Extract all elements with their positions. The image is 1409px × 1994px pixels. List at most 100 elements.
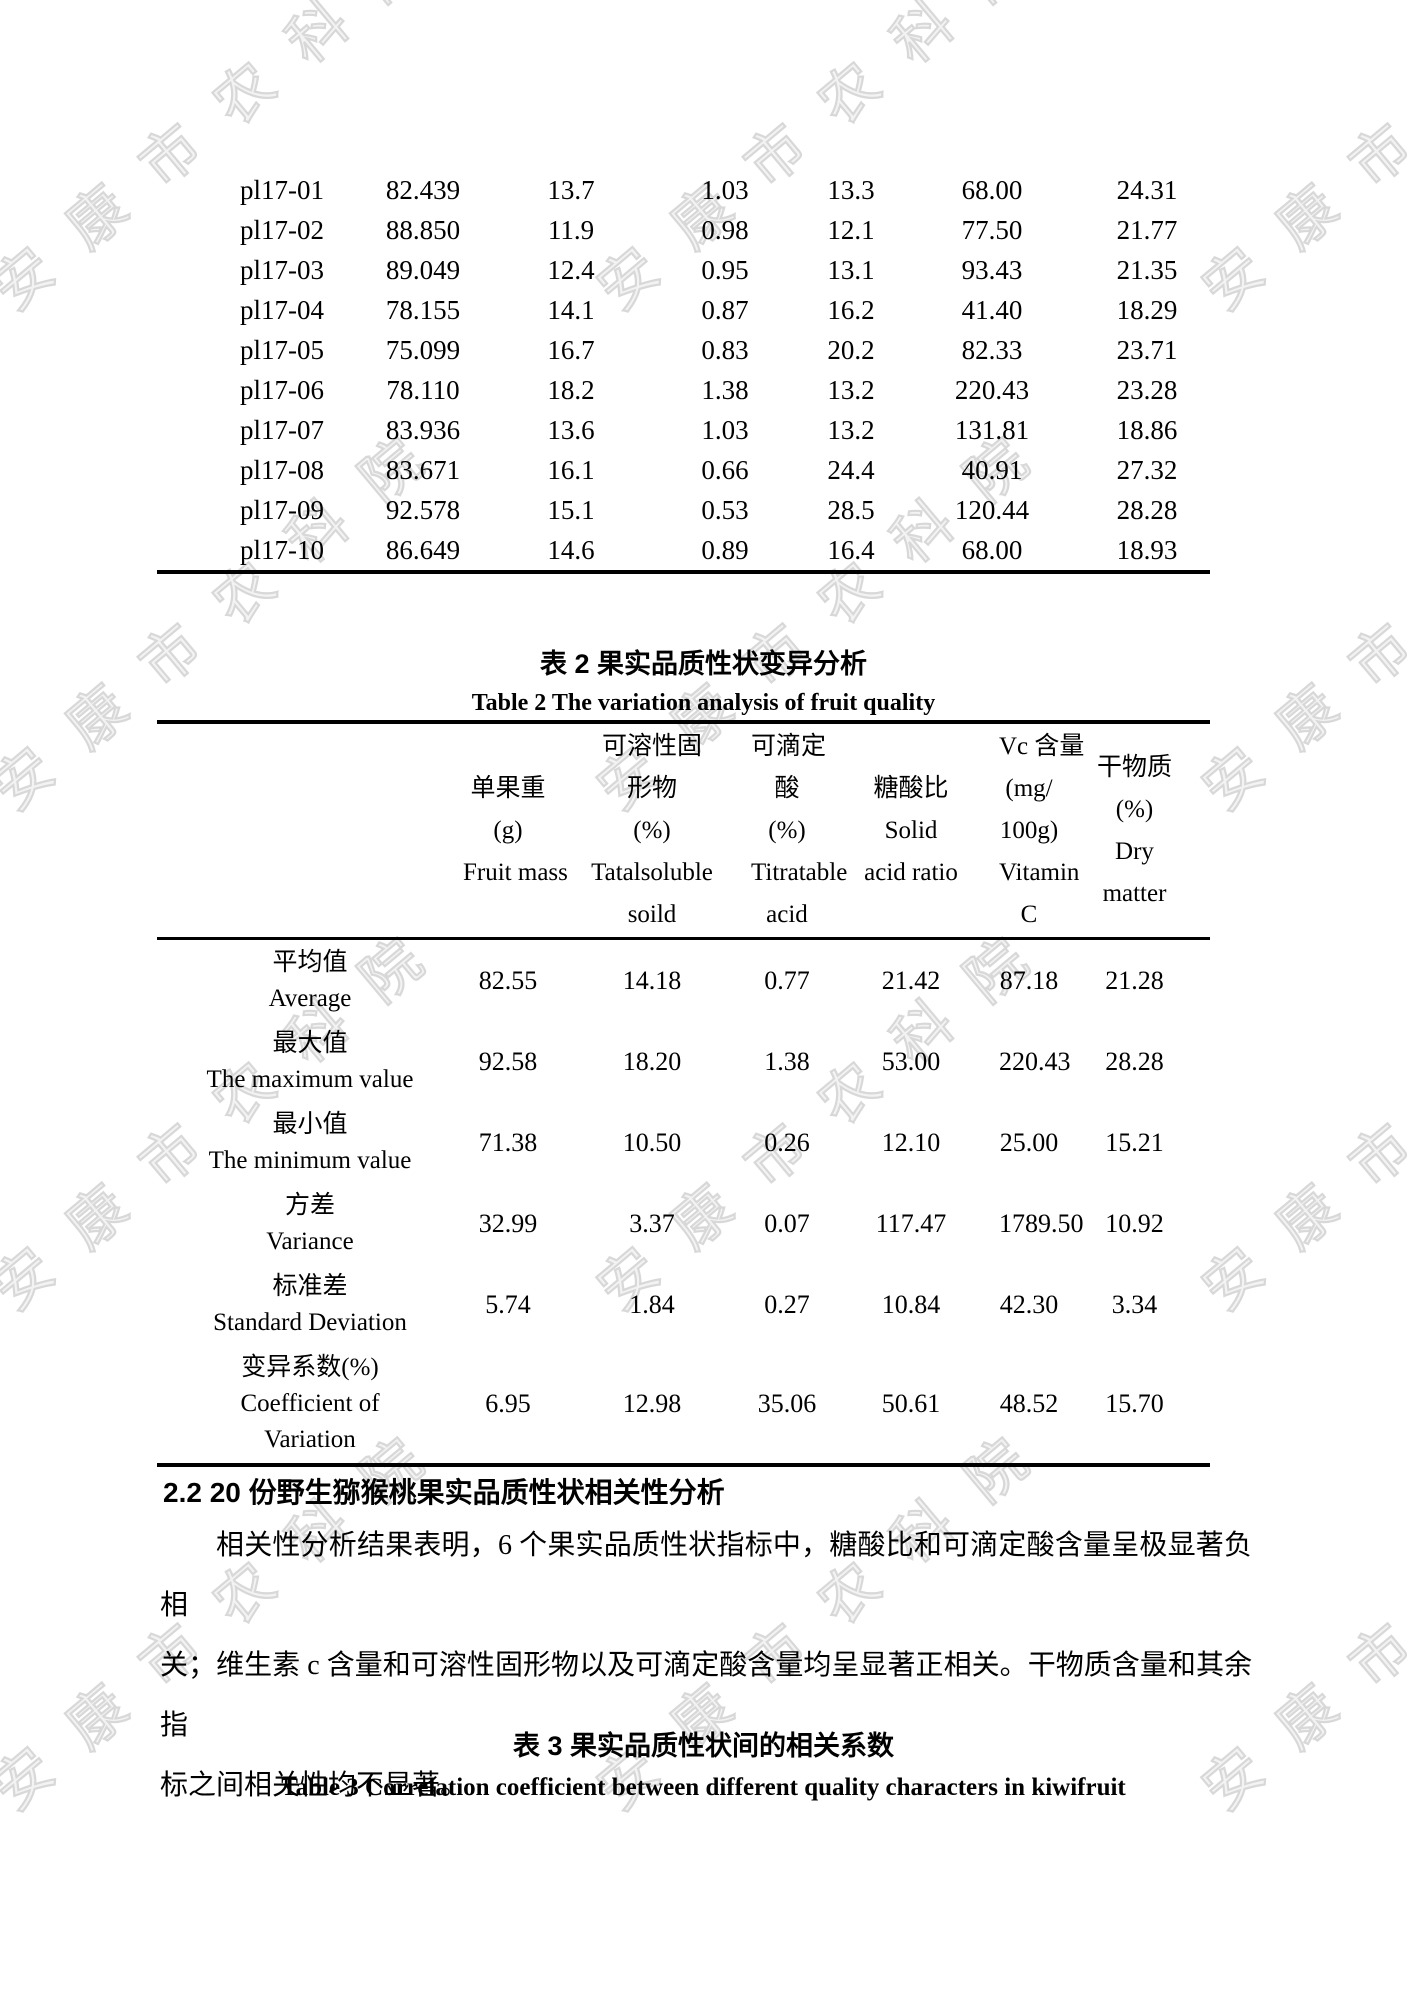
stat-label: 平均值 Average [157, 939, 463, 1022]
sample-value: 28.5 [827, 494, 875, 525]
variation-analysis-table: 单果重 (g) Fruit mass 可溶性固 形物 (%) Tatalsoluble soi… [157, 720, 1210, 1467]
fruit-samples-table: pl17-01 82.439 13.7 1.03 13.3 68.00 24.31 pl17-… [157, 170, 1210, 574]
column-header-line: Titratable [751, 858, 848, 886]
sample-value: 13.6 [547, 414, 595, 445]
sample-value: 13.1 [827, 254, 875, 285]
sample-value: 13.3 [827, 174, 875, 205]
table-row: pl17-10 86.649 14.6 0.89 16.4 68.00 18.93 [157, 530, 1210, 572]
sample-value: 14.6 [547, 534, 595, 565]
sample-value: 23.28 [1116, 374, 1178, 405]
sample-value: 15.1 [547, 494, 595, 525]
sample-value: 0.87 [701, 294, 749, 325]
variation-table-header: 单果重 (g) Fruit mass 可溶性固 形物 (%) Tatalsoluble soi… [157, 722, 1210, 940]
column-header-line: Vc 含量 [999, 732, 1085, 760]
stat-label-line: 标准差 [272, 1272, 348, 1300]
variation-table-body: 平均值 Average 82.55 14.18 0.77 21.42 87.18 21.28 最… [157, 939, 1210, 1466]
stat-label-line: The maximum value [206, 1065, 414, 1093]
sample-value: 21.77 [1116, 214, 1178, 245]
column-header-line: C [1020, 900, 1038, 928]
sample-value: 120.44 [954, 494, 1030, 525]
stat-value: 0.26 [764, 1127, 810, 1157]
stat-value: 12.10 [881, 1127, 941, 1157]
stat-value: 48.52 [999, 1389, 1059, 1418]
sample-value: 18.2 [547, 374, 595, 405]
sample-value: 1.03 [701, 414, 749, 445]
column-header-line: 干物质 [1096, 753, 1172, 781]
stat-label-line: 平均值 [272, 948, 348, 976]
column-header-line: (%) [1115, 795, 1154, 823]
column-header-line: acid [766, 900, 808, 928]
table2-title-zh: 表 2 果实品质性状变异分析 [539, 649, 868, 679]
sample-value: 13.7 [547, 174, 595, 205]
stat-label-line: 变异系数(%) [241, 1354, 379, 1381]
stat-value: 82.55 [478, 965, 538, 995]
sample-id: pl17-09 [240, 494, 324, 525]
sample-value: 1.03 [701, 174, 749, 205]
column-header-line: acid ratio [864, 858, 958, 886]
sample-value: 16.7 [547, 334, 595, 365]
column-header: 可滴定酸 (%) Titratable acid [751, 722, 848, 940]
table-row: pl17-04 78.155 14.1 0.87 16.2 41.40 18.29 [157, 290, 1210, 330]
stat-value: 42.30 [999, 1289, 1059, 1319]
stat-value: 15.21 [1105, 1127, 1164, 1157]
sample-id: pl17-04 [240, 294, 324, 325]
stat-value: 87.18 [999, 965, 1059, 995]
paragraph-line: 相关性分析结果表明，6 个果实品质性状指标中，糖酸比和可滴定酸含量呈极显著负相 [160, 1530, 1252, 1621]
stat-value: 92.58 [478, 1046, 538, 1076]
table-row: 最大值 The maximum value 92.58 18.20 1.38 53.00 2… [157, 1021, 1210, 1102]
sample-value: 1.38 [701, 374, 749, 405]
sample-value: 83.671 [385, 454, 461, 485]
table-row: 变异系数(%) Coefficient of Variation 6.95 12.98 3… [157, 1345, 1210, 1465]
column-header-line: 100g) [999, 816, 1059, 844]
sample-value: 16.2 [827, 294, 875, 325]
sample-value: 82.439 [385, 174, 461, 205]
sample-value: 24.31 [1116, 174, 1178, 205]
column-header-line: 可溶性固 [601, 732, 702, 760]
column-header-line: (g) [493, 816, 523, 844]
sample-value: 14.1 [547, 294, 595, 325]
stat-value: 10.50 [622, 1127, 682, 1157]
table-row: 标准差 Standard Deviation 5.74 1.84 0.27 10.84 42… [157, 1264, 1210, 1345]
sample-value: 12.1 [827, 214, 875, 245]
table-row: pl17-02 88.850 11.9 0.98 12.1 77.50 21.77 [157, 210, 1210, 250]
stat-label-line: 最大值 [272, 1029, 348, 1057]
sample-value: 75.099 [385, 334, 461, 365]
stat-label: 方差 Variance [157, 1183, 463, 1264]
column-header-line: (%) [633, 816, 671, 844]
sample-value: 27.32 [1116, 454, 1178, 485]
sample-value: 23.71 [1116, 334, 1178, 365]
stat-label-line: The minimum value [208, 1146, 412, 1174]
sample-value: 68.00 [961, 534, 1023, 565]
sample-value: 0.98 [701, 214, 749, 245]
header-row: 单果重 (g) Fruit mass 可溶性固 形物 (%) Tatalsoluble soi… [157, 722, 1210, 940]
sample-value: 0.66 [701, 454, 749, 485]
table-row: pl17-05 75.099 16.7 0.83 20.2 82.33 23.71 [157, 330, 1210, 370]
stat-value: 50.61 [881, 1389, 941, 1418]
stat-value: 18.20 [622, 1046, 682, 1076]
column-header [157, 722, 463, 940]
table-row: pl17-06 78.110 18.2 1.38 13.2 220.43 23.28 [157, 370, 1210, 410]
column-header-line: (%) [768, 816, 806, 844]
column-header-line: Dry [1115, 837, 1154, 865]
sample-value: 220.43 [954, 374, 1030, 405]
sample-value: 21.35 [1116, 254, 1178, 285]
sample-value: 18.93 [1116, 534, 1178, 565]
stat-value: 0.77 [764, 965, 810, 995]
sample-value: 18.29 [1116, 294, 1178, 325]
sample-value: 16.4 [827, 534, 875, 565]
table-row: pl17-07 83.936 13.6 1.03 13.2 131.81 18.86 [157, 410, 1210, 450]
stat-value: 1.38 [764, 1046, 810, 1076]
sample-value: 0.83 [701, 334, 749, 365]
column-header-line: 酸 [774, 774, 800, 802]
stat-value: 0.27 [764, 1289, 810, 1319]
table-row: pl17-03 89.049 12.4 0.95 13.1 93.43 21.35 [157, 250, 1210, 290]
stat-value: 71.38 [478, 1127, 538, 1157]
sample-value: 0.53 [701, 494, 749, 525]
stat-value: 10.92 [1105, 1208, 1164, 1238]
column-header-line: Fruit mass [463, 858, 568, 886]
stat-label-line: 最小值 [272, 1110, 348, 1138]
stat-value: 53.00 [881, 1046, 941, 1076]
paragraph-line: 标之间相关性均不显著。 [160, 1770, 469, 1801]
column-header-line: Vitamin [999, 858, 1080, 886]
